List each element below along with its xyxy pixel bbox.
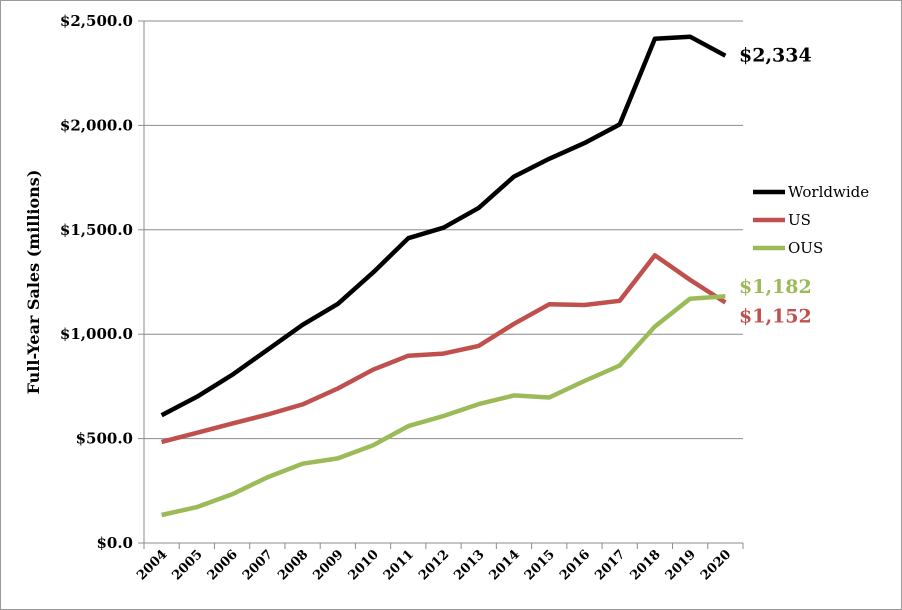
legend-label-us: US (788, 211, 811, 229)
series-line-ous (161, 293, 726, 518)
end-label-ous: $1,182 (739, 276, 812, 298)
y-tick-label: $2,000.0 (60, 116, 133, 134)
y-axis-title: Full-Year Sales (millions) (24, 170, 43, 395)
y-tick-label: $1,000.0 (60, 325, 133, 343)
x-tick-label: 2009 (310, 547, 346, 583)
legend: Worldwide US OUS (753, 183, 869, 257)
y-tick-label: $0.0 (96, 534, 133, 552)
end-labels: $2,334 $1,152 $1,182 (739, 45, 812, 328)
x-tick-label: 2006 (205, 547, 241, 583)
series-line-us (161, 253, 727, 445)
y-tick-label: $2,500.0 (60, 12, 133, 30)
end-label-worldwide: $2,334 (739, 45, 812, 67)
y-tick-label: $1,500.0 (60, 221, 133, 239)
legend-label-ous: OUS (788, 239, 823, 257)
x-tick-label: 2010 (346, 547, 382, 583)
y-tick-labels: $0.0 $500.0 $1,000.0 $1,500.0 $2,000.0 $2,500… (60, 12, 133, 552)
x-tick-label: 2017 (592, 547, 628, 583)
x-tick-label: 2005 (169, 547, 205, 583)
end-label-us: $1,152 (739, 305, 812, 327)
x-tick-label: 2015 (522, 547, 558, 583)
legend-label-worldwide: Worldwide (788, 183, 869, 201)
x-tick-label: 2007 (240, 547, 276, 583)
x-tick-label: 2019 (663, 547, 699, 583)
y-tick-label: $500.0 (76, 430, 133, 448)
series-lines (160, 34, 727, 518)
x-tick-label: 2014 (487, 547, 523, 583)
series-line-worldwide (160, 34, 727, 418)
x-tick-labels: 2004 2005 2006 2007 2008 2009 2010 2011 2012 2013… (134, 547, 734, 583)
x-tick-label: 2012 (416, 547, 452, 583)
x-tick-label: 2018 (628, 547, 664, 583)
axes (138, 20, 744, 549)
x-tick-label: 2020 (698, 547, 734, 583)
x-tick-label: 2008 (275, 547, 311, 583)
x-tick-label: 2016 (557, 547, 593, 583)
x-tick-label: 2011 (381, 547, 417, 583)
x-tick-label: 2013 (451, 547, 487, 583)
x-tick-label: 2004 (134, 547, 170, 583)
